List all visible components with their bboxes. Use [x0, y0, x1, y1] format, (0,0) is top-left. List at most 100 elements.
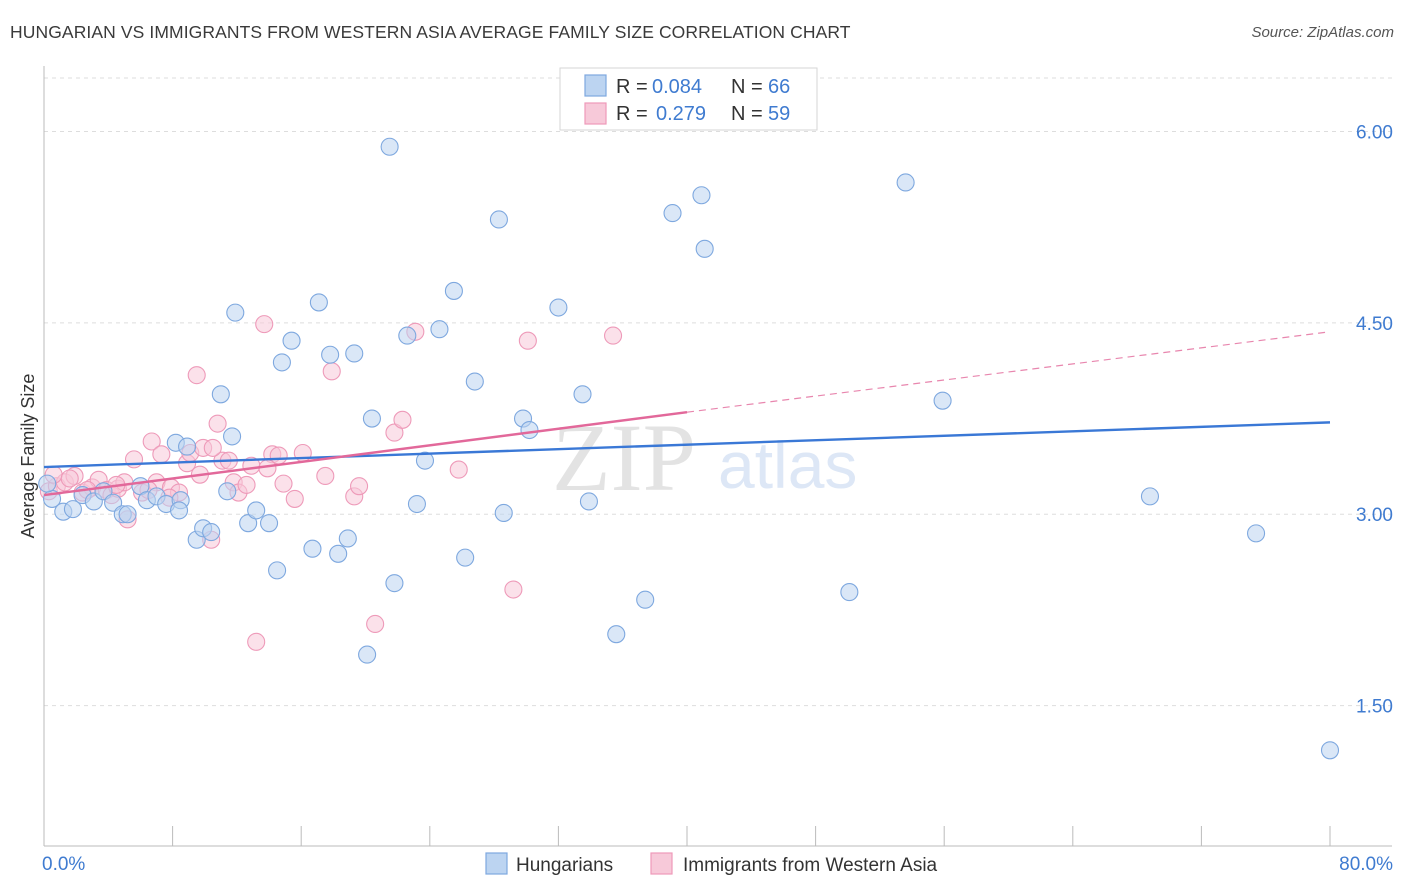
hungarians-point [338, 529, 357, 548]
hungarians-point [430, 320, 449, 339]
stats-legend-swatch-pink [584, 102, 607, 125]
hungarians-point [573, 385, 592, 404]
legend-swatch-western-asia [650, 852, 673, 875]
hungarians-point [456, 548, 475, 567]
western-asia-point [285, 489, 304, 508]
legend-label-hungarians: Hungarians [516, 855, 613, 876]
y-tick-label: 6.00 [1356, 122, 1393, 143]
western-asia-point [385, 423, 404, 442]
hungarians-point [636, 590, 655, 609]
stats-r-label-1: R = [616, 76, 648, 98]
hungarians-point [1320, 741, 1340, 760]
hungarians-point [362, 409, 381, 428]
grid-layer [44, 77, 1392, 707]
western-asia-point [187, 366, 206, 385]
hungarians-point [223, 427, 242, 446]
legend-label-western-asia: Immigrants from Western Asia [683, 855, 938, 876]
western-asia-trend-line [43, 410, 688, 497]
y-axis-title: Average Family Size [18, 374, 38, 539]
western-asia-point [316, 466, 335, 486]
western-asia-point [124, 450, 144, 469]
western-asia-trend-extension [686, 331, 1331, 413]
series-legend: Hungarians Immigrants from Western Asia [485, 852, 938, 876]
western-asia-point [237, 475, 256, 494]
hungarians-point [303, 539, 322, 558]
hungarians-point [489, 210, 508, 229]
hungarians-point [663, 204, 682, 223]
hungarians-point [329, 544, 348, 563]
watermark-zip: ZIP [552, 404, 696, 511]
hungarians-point [520, 420, 539, 440]
hungarians-point [268, 561, 287, 580]
y-tick-label: 1.50 [1356, 697, 1393, 718]
trend-layer [43, 331, 1331, 497]
y-tick-label: 4.50 [1356, 314, 1393, 335]
hungarians-point [398, 326, 417, 345]
hungarians-point [896, 173, 915, 192]
legend-swatch-hungarians [485, 852, 508, 875]
western-asia-point [247, 632, 266, 651]
western-asia-point [60, 469, 79, 488]
stats-r-label-2: R = [616, 103, 648, 125]
stats-n-label-2: N = [731, 103, 763, 125]
chart-title: HUNGARIAN VS IMMIGRANTS FROM WESTERN ASI… [10, 22, 851, 42]
hungarians-point [380, 137, 399, 156]
hungarians-point [1247, 524, 1266, 543]
y-tick-label: 3.00 [1356, 505, 1393, 526]
western-asia-point [504, 580, 523, 599]
hungarians-point [178, 437, 197, 456]
western-asia-point [142, 432, 161, 451]
hungarians-point [211, 385, 230, 404]
hungarians-trend-line [43, 421, 1331, 469]
hungarians-point [202, 523, 221, 542]
hungarians-point [282, 331, 301, 350]
western-asia-point [350, 477, 369, 496]
hungarians-point [579, 492, 598, 511]
hungarians-point [226, 303, 245, 322]
x-tick-label: 80.0% [1339, 854, 1393, 875]
western-asia-point [208, 414, 227, 433]
stats-n-label-1: N = [731, 76, 763, 98]
stats-n-value-2: 59 [768, 103, 790, 125]
x-tick-label: 0.0% [42, 854, 85, 875]
hungarians-point [1140, 487, 1160, 506]
hungarians-point [239, 514, 258, 533]
hungarians-point [444, 281, 463, 300]
stats-n-value-1: 66 [768, 76, 790, 98]
hungarians-point [358, 645, 377, 664]
hungarians-point [465, 372, 484, 391]
hungarians-point [415, 451, 435, 470]
axis-layer: 1.50 3.00 4.50 6.00 0.0% 80.0% [42, 66, 1393, 875]
hungarians-point [63, 500, 82, 519]
stats-legend: R = 0.084 N = 66 R = 0.279 N = 59 [559, 67, 818, 131]
hungarians-point [695, 239, 714, 258]
western-asia-point [203, 438, 222, 457]
hungarians-point [118, 505, 137, 524]
stats-legend-swatch-blue [584, 74, 607, 97]
stats-r-value-1: 0.084 [652, 76, 702, 98]
hungarians-point [840, 583, 859, 602]
hungarians-point [494, 503, 513, 523]
western-asia-point [449, 460, 468, 479]
western-asia-point [255, 315, 274, 334]
hungarians-point [607, 625, 626, 644]
western-asia-point [274, 474, 293, 493]
hungarians-point [549, 298, 568, 317]
hungarians-point [692, 186, 711, 205]
western-asia-point [393, 410, 412, 429]
hungarians-point [407, 494, 426, 514]
hungarians-point [169, 501, 189, 520]
hungarians-point [309, 293, 328, 312]
stats-r-value-2: 0.279 [656, 103, 706, 125]
western-asia-point [604, 326, 623, 345]
hungarians-point [321, 345, 340, 364]
western-asia-point [322, 362, 341, 381]
hungarians-point [385, 574, 404, 593]
hungarians-point [345, 344, 364, 363]
hungarians-point [247, 501, 266, 520]
chart-source: Source: ZipAtlas.com [1251, 24, 1394, 41]
hungarians-point [218, 482, 237, 501]
hungarians-point [272, 353, 291, 372]
hungarians-point [38, 474, 57, 493]
